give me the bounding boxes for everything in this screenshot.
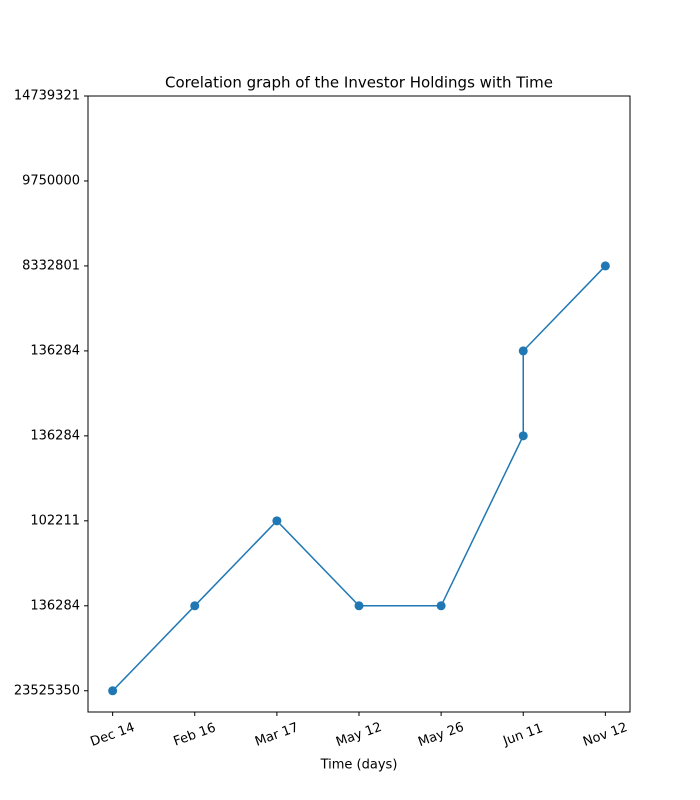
chart-title: Corelation graph of the Investor Holding… <box>165 74 553 92</box>
marker <box>190 601 200 611</box>
y-tick-label: 136284 <box>30 598 80 613</box>
marker <box>108 686 118 696</box>
y-tick-label: 23525350 <box>14 683 80 698</box>
y-tick-label: 102211 <box>30 513 80 528</box>
y-tick-label: 136284 <box>30 343 80 358</box>
x-axis-label: Time (days) <box>320 758 398 773</box>
line <box>112 265 606 692</box>
ticks: 23525350 136284 102211 136284 136284 8332801 9… <box>14 89 630 751</box>
plot-frame <box>87 95 631 713</box>
y-tick-label: 9750000 <box>22 173 80 188</box>
marker <box>518 346 528 356</box>
marker <box>354 601 364 611</box>
y-tick-label: 14739321 <box>14 89 80 104</box>
marker <box>600 261 610 271</box>
marker <box>272 516 282 526</box>
marker <box>436 601 446 611</box>
y-tick-label: 8332801 <box>22 258 80 273</box>
marker <box>518 431 528 441</box>
y-tick-label: 136284 <box>30 428 80 443</box>
